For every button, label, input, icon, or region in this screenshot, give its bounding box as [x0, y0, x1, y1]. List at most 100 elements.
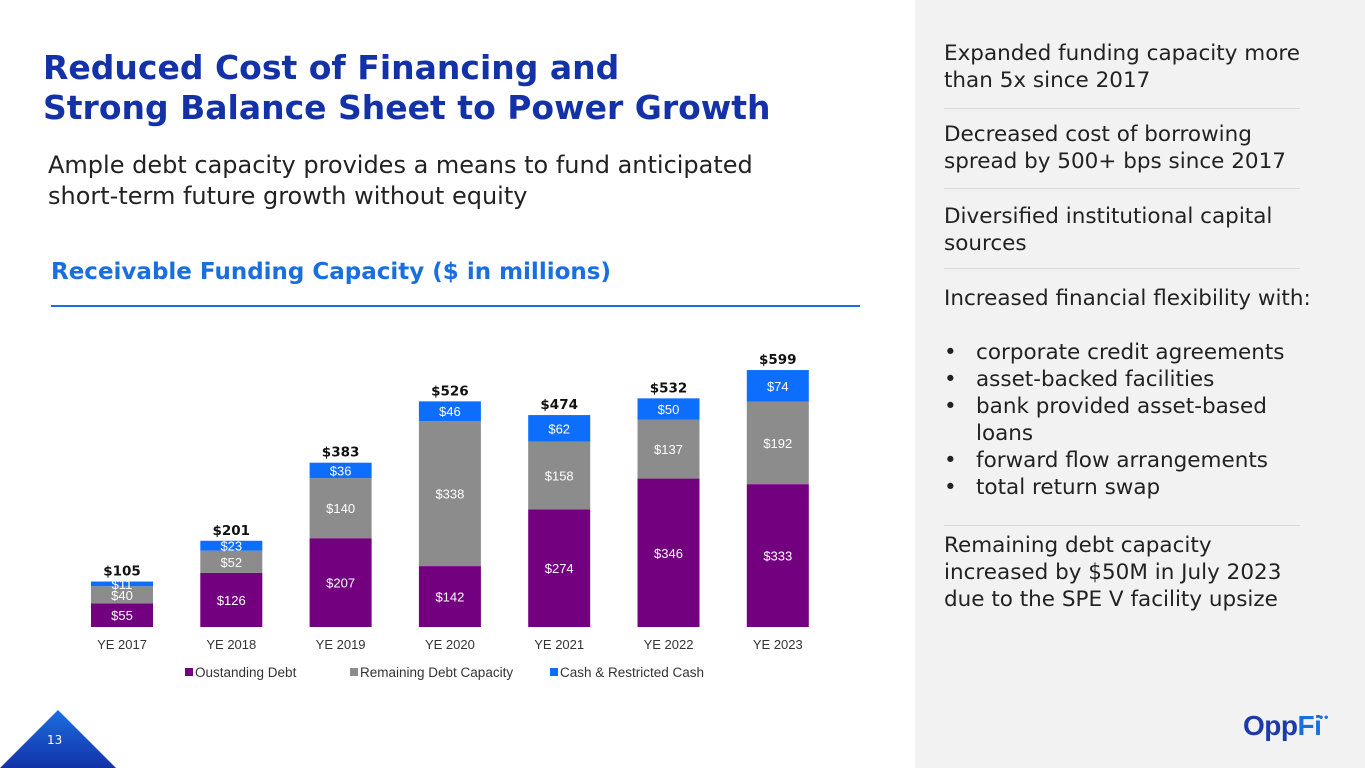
slide-subtitle: Ample debt capacity provides a means to … — [48, 150, 848, 212]
x-axis-tick-label: YE 2018 — [206, 637, 256, 652]
legend-label: Oustanding Debt — [195, 665, 297, 680]
list-item-text: corporate credit agreements — [976, 340, 1285, 365]
text-line: increased by $50M in July 2023 — [944, 560, 1282, 585]
bar-data-label: $50 — [658, 402, 680, 417]
bar-data-label: $274 — [545, 561, 574, 576]
bar-segment-cash — [309, 462, 372, 479]
list-item: • total return swap — [944, 474, 1344, 501]
bar-total-label: $474 — [540, 397, 578, 413]
bar-total-label: $383 — [322, 445, 360, 461]
bar-segment-remaining-capacity — [418, 421, 481, 567]
bullet-icon: • — [944, 367, 957, 392]
text-line: Remaining debt capacity — [944, 533, 1212, 558]
legend-swatch — [550, 668, 558, 676]
bar-segment-remaining-capacity — [91, 586, 153, 604]
bar-segment-outstanding-debt — [637, 478, 700, 627]
page-number: 13 — [47, 733, 63, 747]
title-line-1: Reduced Cost of Financing and — [43, 48, 620, 87]
subtitle-line-1: Ample debt capacity provides a means to … — [48, 151, 753, 179]
list-item-text: asset-backed facilities — [976, 367, 1215, 392]
bar-segment-outstanding-debt — [309, 538, 372, 627]
chart-heading-divider — [51, 305, 860, 307]
subtitle-line-2: short-term future growth without equity — [48, 182, 528, 210]
divider — [944, 525, 1300, 526]
text-line: Decreased cost of borrowing — [944, 122, 1252, 147]
legend-label: Remaining Debt Capacity — [360, 665, 513, 680]
text-line: than 5x since 2017 — [944, 68, 1151, 93]
list-item: • forward flow arrangements — [944, 447, 1344, 474]
text-line: Diversified institutional capital — [944, 204, 1273, 229]
slide-title: Reduced Cost of Financing and Strong Bal… — [43, 48, 771, 128]
x-axis-tick-label: YE 2023 — [753, 637, 803, 652]
x-axis-tick-label: YE 2021 — [534, 637, 584, 652]
bar-segment-cash — [200, 540, 263, 551]
highlight-funding-capacity: Expanded funding capacity more than 5x s… — [944, 40, 1344, 94]
x-axis-tick-label: YE 2019 — [316, 637, 366, 652]
list-item: • asset-backed facilities — [944, 366, 1344, 393]
bar-segment-outstanding-debt — [418, 566, 481, 627]
divider — [944, 268, 1300, 269]
bar-segment-cash — [418, 401, 481, 422]
bar-segment-remaining-capacity — [200, 550, 263, 573]
bar-total-label: $105 — [103, 564, 141, 580]
bar-segment-outstanding-debt — [91, 603, 153, 627]
bar-segment-cash — [91, 581, 153, 587]
text-line: spread by 500+ bps since 2017 — [944, 149, 1286, 174]
bar-segment-cash — [528, 415, 591, 442]
bullet-icon: • — [944, 340, 957, 365]
bar-total-label: $526 — [431, 383, 469, 399]
divider — [944, 188, 1300, 189]
list-item-text: total return swap — [976, 475, 1161, 500]
chart-heading: Receivable Funding Capacity ($ in millio… — [51, 259, 611, 285]
bar-data-label: $158 — [545, 469, 574, 484]
bar-data-label: $137 — [654, 442, 683, 457]
x-axis-tick-label: YE 2022 — [644, 637, 694, 652]
logo-text-main: Opp — [1243, 710, 1298, 741]
bar-data-label: $126 — [217, 593, 246, 608]
bar-data-label: $140 — [326, 501, 355, 516]
bar-segment-remaining-capacity — [309, 478, 372, 539]
bar-data-label: $55 — [111, 608, 133, 623]
bar-data-label: $62 — [548, 421, 570, 436]
bar-segment-cash — [746, 370, 809, 402]
bar-segment-remaining-capacity — [528, 441, 591, 510]
x-axis-tick-label: YE 2017 — [97, 637, 147, 652]
bar-segment-remaining-capacity — [746, 401, 809, 485]
bar-total-label: $201 — [213, 523, 251, 539]
bar-data-label: $142 — [435, 590, 464, 605]
bar-total-label: $599 — [759, 352, 797, 368]
bar-data-label: $36 — [330, 463, 352, 478]
list-item-text: forward flow arrangements — [976, 448, 1268, 473]
bar-segment-outstanding-debt — [528, 509, 591, 627]
list-item: • corporate credit agreements — [944, 339, 1344, 366]
bar-data-label: $207 — [326, 576, 355, 591]
logo-dots-icon: •• — [1318, 710, 1330, 724]
bar-segment-outstanding-debt — [746, 484, 809, 627]
bar-data-label: $192 — [763, 436, 792, 451]
bullet-icon: • — [944, 394, 957, 419]
title-line-2: Strong Balance Sheet to Power Growth — [43, 88, 771, 127]
highlight-capital-sources: Diversified institutional capital source… — [944, 203, 1344, 257]
legend-swatch — [185, 668, 193, 676]
legend-label: Cash & Restricted Cash — [560, 665, 704, 680]
divider — [944, 108, 1300, 109]
right-panel: Expanded funding capacity more than 5x s… — [915, 0, 1365, 768]
bar-total-label: $532 — [650, 380, 688, 396]
bar-segment-outstanding-debt — [200, 572, 263, 627]
logo-text-accent: Fi — [1297, 710, 1322, 741]
bar-data-label: $40 — [111, 588, 133, 603]
bar-segment-cash — [637, 398, 700, 420]
x-axis-tick-label: YE 2020 — [425, 637, 475, 652]
bar-data-label: $52 — [220, 555, 242, 570]
list-item-text: bank provided asset-based loans — [976, 394, 1267, 446]
funding-capacity-chart: $55 $40$11$105 YE 2017 $126 $52$23$201 YE 201… — [91, 352, 809, 680]
bar-data-label: $23 — [220, 539, 242, 554]
oppfi-logo: OppFi •• — [1243, 710, 1328, 742]
text-line: Expanded funding capacity more — [944, 41, 1300, 66]
bullet-icon: • — [944, 448, 957, 473]
flexibility-list: • corporate credit agreements • asset-back… — [944, 339, 1344, 501]
bar-data-label: $333 — [763, 549, 792, 564]
text-line: sources — [944, 231, 1027, 256]
bar-data-label: $338 — [435, 487, 464, 502]
highlight-remaining-capacity: Remaining debt capacity increased by $50… — [944, 532, 1344, 613]
